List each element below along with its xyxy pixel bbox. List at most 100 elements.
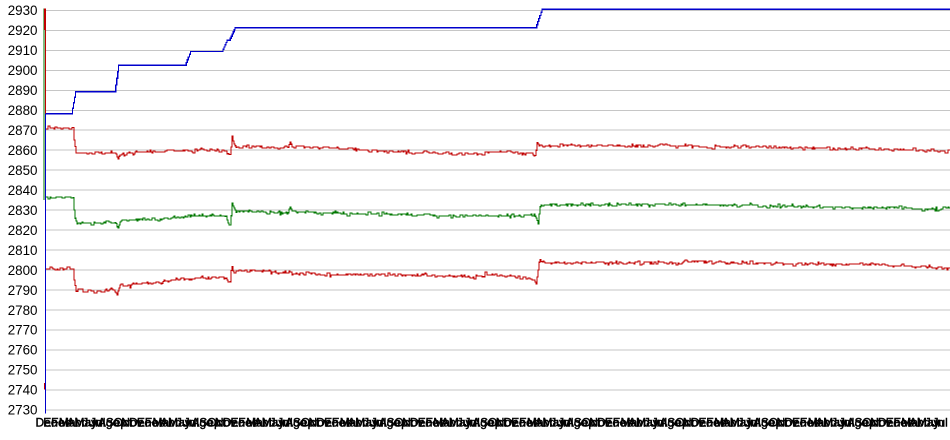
svg-text:2790: 2790 (8, 283, 38, 298)
svg-text:2920: 2920 (8, 23, 38, 38)
svg-text:Nov: Nov (777, 416, 798, 430)
svg-text:Mar: Mar (901, 416, 922, 430)
svg-text:Oct: Oct (114, 416, 133, 430)
svg-text:May: May (449, 416, 472, 430)
svg-text:Feb: Feb (51, 416, 72, 430)
svg-text:Ene: Ene (886, 416, 908, 430)
svg-text:May: May (823, 416, 846, 430)
svg-text:2730: 2730 (8, 403, 38, 418)
svg-text:Ago: Ago (660, 416, 682, 430)
svg-text:Feb: Feb (613, 416, 634, 430)
svg-text:2820: 2820 (8, 223, 38, 238)
svg-text:Feb: Feb (800, 416, 821, 430)
svg-text:Dec: Dec (878, 416, 899, 430)
svg-text:2740: 2740 (8, 383, 38, 398)
svg-text:Dec: Dec (223, 416, 244, 430)
svg-text:Mar: Mar (527, 416, 548, 430)
svg-text:Mar: Mar (808, 416, 829, 430)
svg-text:Jun: Jun (738, 416, 757, 430)
svg-text:Abr: Abr (816, 416, 835, 430)
svg-text:Oct: Oct (862, 416, 881, 430)
svg-text:Dec: Dec (410, 416, 431, 430)
svg-text:Ene: Ene (605, 416, 627, 430)
svg-text:May: May (730, 416, 753, 430)
svg-text:Oct: Oct (582, 416, 601, 430)
svg-text:Dec: Dec (784, 416, 805, 430)
svg-text:Abr: Abr (441, 416, 460, 430)
svg-text:Nov: Nov (683, 416, 704, 430)
svg-text:Feb: Feb (706, 416, 727, 430)
svg-text:Jun: Jun (176, 416, 195, 430)
svg-text:Abr: Abr (628, 416, 647, 430)
svg-text:Abr: Abr (254, 416, 273, 430)
svg-text:2900: 2900 (8, 63, 38, 78)
svg-text:May: May (636, 416, 659, 430)
svg-text:Sep: Sep (106, 416, 128, 430)
svg-text:Ago: Ago (379, 416, 401, 430)
svg-text:May: May (168, 416, 191, 430)
svg-text:Jul: Jul (558, 416, 573, 430)
svg-text:Jul: Jul (933, 416, 948, 430)
svg-text:May: May (262, 416, 285, 430)
svg-text:2830: 2830 (8, 203, 38, 218)
svg-text:Nov: Nov (215, 416, 236, 430)
svg-text:Mar: Mar (59, 416, 80, 430)
svg-text:2860: 2860 (8, 143, 38, 158)
svg-text:May: May (917, 416, 940, 430)
svg-text:Sep: Sep (761, 416, 783, 430)
svg-text:Abr: Abr (160, 416, 179, 430)
svg-text:Nov: Nov (309, 416, 330, 430)
svg-text:Dec: Dec (316, 416, 337, 430)
svg-text:Feb: Feb (145, 416, 166, 430)
svg-text:Jul: Jul (652, 416, 667, 430)
svg-text:Sep: Sep (387, 416, 409, 430)
svg-text:Oct: Oct (769, 416, 788, 430)
svg-text:Mar: Mar (714, 416, 735, 430)
svg-text:Sep: Sep (480, 416, 502, 430)
svg-text:Jul: Jul (184, 416, 199, 430)
svg-text:2880: 2880 (8, 103, 38, 118)
svg-text:Abr: Abr (722, 416, 741, 430)
svg-text:2850: 2850 (8, 163, 38, 178)
svg-text:2780: 2780 (8, 303, 38, 318)
svg-text:Jun: Jun (270, 416, 289, 430)
svg-text:Jun: Jun (457, 416, 476, 430)
svg-text:Nov: Nov (402, 416, 423, 430)
svg-text:Ene: Ene (792, 416, 814, 430)
svg-text:Feb: Feb (238, 416, 259, 430)
svg-text:Feb: Feb (332, 416, 353, 430)
svg-text:Ene: Ene (511, 416, 533, 430)
svg-text:Dec: Dec (504, 416, 525, 430)
svg-text:Jul: Jul (839, 416, 854, 430)
svg-text:Jun: Jun (831, 416, 850, 430)
svg-text:Abr: Abr (909, 416, 928, 430)
svg-text:2930: 2930 (8, 3, 38, 18)
svg-text:Nov: Nov (870, 416, 891, 430)
svg-text:2910: 2910 (8, 43, 38, 58)
svg-text:Mar: Mar (153, 416, 174, 430)
svg-text:2890: 2890 (8, 83, 38, 98)
svg-text:Jul: Jul (371, 416, 386, 430)
svg-text:Abr: Abr (348, 416, 367, 430)
svg-text:Mar: Mar (621, 416, 642, 430)
svg-text:2760: 2760 (8, 343, 38, 358)
svg-text:2770: 2770 (8, 323, 38, 338)
svg-text:Ene: Ene (418, 416, 440, 430)
svg-text:Mar: Mar (246, 416, 267, 430)
svg-text:Oct: Oct (675, 416, 694, 430)
svg-text:Ago: Ago (472, 416, 494, 430)
svg-text:Ago: Ago (753, 416, 775, 430)
svg-text:Nov: Nov (496, 416, 517, 430)
svg-text:Jul: Jul (277, 416, 292, 430)
svg-text:Sep: Sep (855, 416, 877, 430)
svg-text:Abr: Abr (535, 416, 554, 430)
svg-text:Jul: Jul (90, 416, 105, 430)
svg-text:Feb: Feb (519, 416, 540, 430)
svg-text:2840: 2840 (8, 183, 38, 198)
svg-text:Dec: Dec (597, 416, 618, 430)
svg-text:Ene: Ene (43, 416, 65, 430)
svg-text:Jun: Jun (550, 416, 569, 430)
svg-text:2870: 2870 (8, 123, 38, 138)
svg-text:Oct: Oct (207, 416, 226, 430)
svg-text:Jul: Jul (465, 416, 480, 430)
